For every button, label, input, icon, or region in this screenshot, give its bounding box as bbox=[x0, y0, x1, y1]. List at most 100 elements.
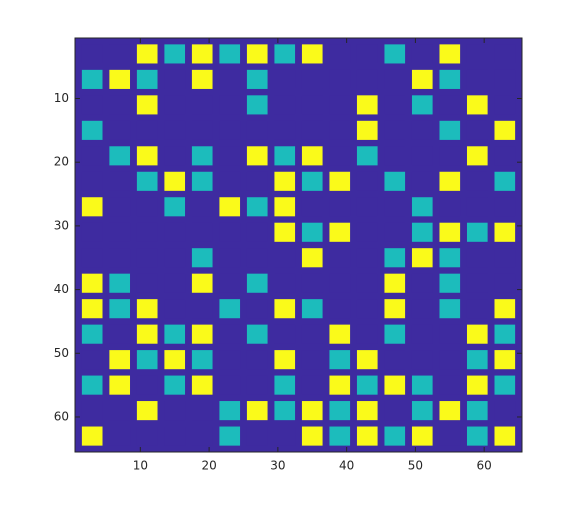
cell bbox=[384, 324, 406, 344]
cell bbox=[219, 44, 241, 64]
cell bbox=[411, 95, 433, 115]
cell bbox=[411, 350, 433, 370]
cell bbox=[136, 95, 158, 115]
cell bbox=[494, 299, 516, 319]
cell bbox=[246, 426, 268, 446]
cell bbox=[191, 248, 213, 268]
cell bbox=[219, 120, 241, 140]
cell bbox=[246, 273, 268, 293]
cell bbox=[411, 222, 433, 242]
cell bbox=[356, 222, 378, 242]
cell bbox=[219, 95, 241, 115]
cell bbox=[494, 324, 516, 344]
x-tick-label: 50 bbox=[408, 459, 423, 473]
cell bbox=[109, 248, 131, 268]
cell bbox=[81, 248, 103, 268]
cell bbox=[466, 324, 488, 344]
cell bbox=[164, 222, 186, 242]
cell bbox=[219, 197, 241, 217]
cell bbox=[81, 324, 103, 344]
cell bbox=[411, 248, 433, 268]
cell bbox=[439, 222, 461, 242]
cell bbox=[301, 273, 323, 293]
y-tick-label: 10 bbox=[54, 91, 69, 105]
cell bbox=[164, 426, 186, 446]
cell bbox=[384, 171, 406, 191]
cell bbox=[136, 197, 158, 217]
cell bbox=[466, 171, 488, 191]
cell bbox=[439, 273, 461, 293]
cell bbox=[81, 350, 103, 370]
cell bbox=[466, 426, 488, 446]
cell bbox=[81, 146, 103, 166]
cell bbox=[329, 69, 351, 89]
cell bbox=[109, 324, 131, 344]
cell bbox=[466, 248, 488, 268]
cell bbox=[301, 120, 323, 140]
cell bbox=[466, 299, 488, 319]
cell bbox=[329, 248, 351, 268]
cell bbox=[164, 95, 186, 115]
cell bbox=[384, 120, 406, 140]
cell bbox=[274, 401, 296, 421]
cell bbox=[384, 197, 406, 217]
cell bbox=[109, 273, 131, 293]
cell bbox=[329, 375, 351, 395]
cell bbox=[466, 197, 488, 217]
cell bbox=[164, 197, 186, 217]
cell bbox=[136, 299, 158, 319]
y-tick-label: 60 bbox=[54, 409, 69, 423]
cell bbox=[301, 69, 323, 89]
cell bbox=[81, 171, 103, 191]
cell bbox=[356, 44, 378, 64]
cell bbox=[329, 350, 351, 370]
cell bbox=[136, 350, 158, 370]
cell bbox=[191, 120, 213, 140]
cell bbox=[439, 120, 461, 140]
cell bbox=[466, 273, 488, 293]
cell bbox=[274, 375, 296, 395]
cell bbox=[246, 324, 268, 344]
cell bbox=[356, 171, 378, 191]
cell bbox=[274, 44, 296, 64]
cell bbox=[466, 95, 488, 115]
cell bbox=[164, 401, 186, 421]
cell bbox=[246, 299, 268, 319]
cell bbox=[494, 120, 516, 140]
cell bbox=[246, 120, 268, 140]
cell bbox=[246, 146, 268, 166]
cell bbox=[356, 248, 378, 268]
cell bbox=[136, 324, 158, 344]
cell bbox=[136, 146, 158, 166]
cell bbox=[439, 324, 461, 344]
cell bbox=[81, 44, 103, 64]
cell bbox=[384, 350, 406, 370]
cell bbox=[329, 120, 351, 140]
y-tick-label: 20 bbox=[54, 155, 69, 169]
axes-box bbox=[74, 37, 523, 453]
cell bbox=[356, 197, 378, 217]
cell bbox=[136, 171, 158, 191]
cell bbox=[109, 299, 131, 319]
cell bbox=[219, 350, 241, 370]
cell bbox=[411, 401, 433, 421]
cell bbox=[191, 95, 213, 115]
cell bbox=[81, 375, 103, 395]
cell bbox=[356, 426, 378, 446]
cell bbox=[384, 426, 406, 446]
cell bbox=[109, 401, 131, 421]
cell bbox=[219, 426, 241, 446]
cell bbox=[439, 350, 461, 370]
cell bbox=[356, 375, 378, 395]
cell bbox=[494, 350, 516, 370]
cell bbox=[411, 426, 433, 446]
cell bbox=[411, 299, 433, 319]
cell bbox=[136, 120, 158, 140]
cell bbox=[191, 375, 213, 395]
cell bbox=[109, 222, 131, 242]
cell bbox=[274, 146, 296, 166]
cell bbox=[466, 375, 488, 395]
cell bbox=[219, 324, 241, 344]
cell bbox=[246, 95, 268, 115]
cell bbox=[109, 95, 131, 115]
